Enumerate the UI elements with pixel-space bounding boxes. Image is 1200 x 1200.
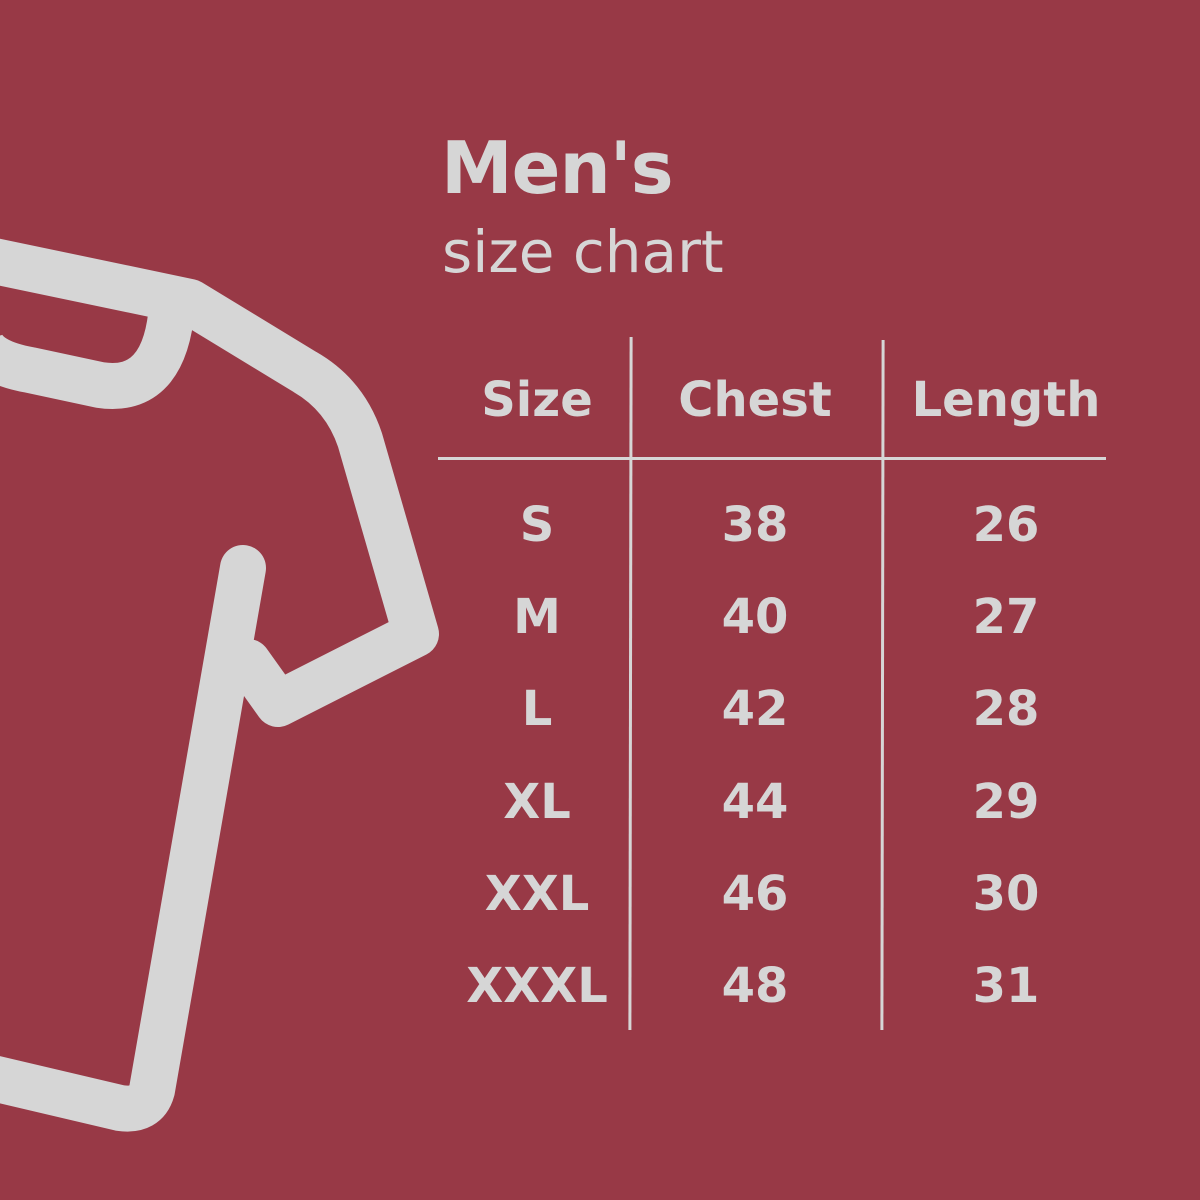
cell-size: XL xyxy=(503,773,571,830)
header-divider xyxy=(438,457,1106,460)
cell-length: 26 xyxy=(972,497,1040,553)
cell-chest: 44 xyxy=(721,773,789,830)
cell-chest: 40 xyxy=(721,589,789,646)
header-length: Length xyxy=(911,372,1101,428)
header-chest: Chest xyxy=(678,372,832,428)
cell-size: S xyxy=(519,497,555,553)
page-title: Men's xyxy=(441,126,674,210)
page-subtitle: size chart xyxy=(442,218,724,286)
cell-chest: 46 xyxy=(721,865,789,922)
cell-size: XXL xyxy=(484,865,590,922)
cell-size: L xyxy=(521,681,553,738)
cell-size: M xyxy=(513,589,561,646)
cell-length: 28 xyxy=(972,681,1040,738)
cell-length: 30 xyxy=(972,865,1040,922)
cell-size: XXXL xyxy=(466,958,608,1014)
cell-length: 29 xyxy=(972,773,1040,830)
cell-chest: 42 xyxy=(721,681,789,738)
cell-length: 27 xyxy=(972,589,1040,646)
cell-chest: 48 xyxy=(721,958,789,1014)
cell-length: 31 xyxy=(972,958,1040,1014)
header-size: Size xyxy=(481,372,593,428)
cell-chest: 38 xyxy=(721,497,789,553)
